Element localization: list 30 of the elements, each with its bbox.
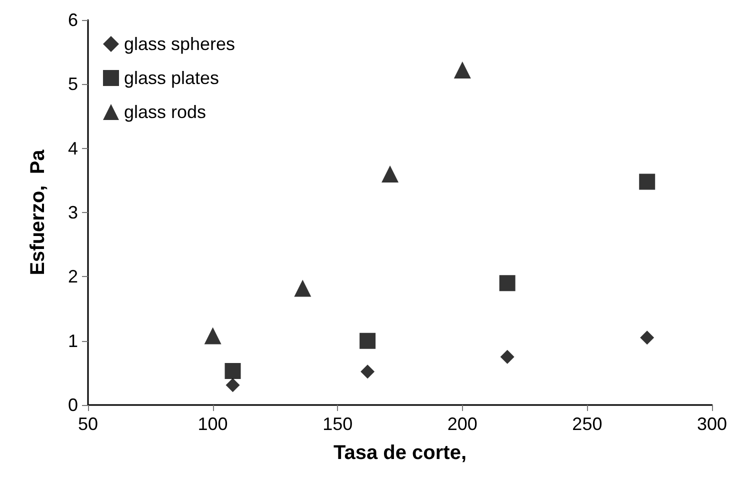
x-tick-label: 100 — [198, 414, 228, 434]
x-tick-label: 300 — [696, 414, 728, 434]
legend-label: glass rods — [124, 102, 206, 122]
x-tick-label: 200 — [447, 414, 478, 434]
point — [224, 362, 241, 379]
point — [204, 327, 222, 344]
point — [639, 174, 656, 190]
x-tick-label: 150 — [322, 414, 353, 434]
y-tick-label: 1 — [68, 330, 78, 351]
point — [382, 166, 399, 182]
x-tick-label: 50 — [78, 414, 98, 434]
y-tick-label: 3 — [68, 202, 78, 222]
x-axis-title: Tasa de corte, — [333, 442, 467, 464]
y-tick-label: 4 — [68, 138, 78, 158]
y-tick-label: 6 — [68, 10, 78, 30]
y-axis-title: Esfuerzo, Pa — [27, 148, 49, 276]
x-tick-label: 250 — [572, 414, 602, 434]
y-tick-label: 2 — [68, 266, 78, 287]
y-tick-label: 5 — [68, 74, 78, 94]
point — [640, 330, 654, 345]
legend-label: glass spheres — [124, 34, 236, 54]
point — [294, 280, 312, 297]
point — [499, 275, 516, 292]
point — [226, 378, 240, 392]
point — [500, 350, 514, 364]
y-tick-label: 0 — [68, 395, 78, 415]
legend-label: glass plates — [124, 68, 220, 88]
point — [360, 332, 376, 349]
point — [360, 364, 375, 379]
point — [454, 62, 471, 79]
